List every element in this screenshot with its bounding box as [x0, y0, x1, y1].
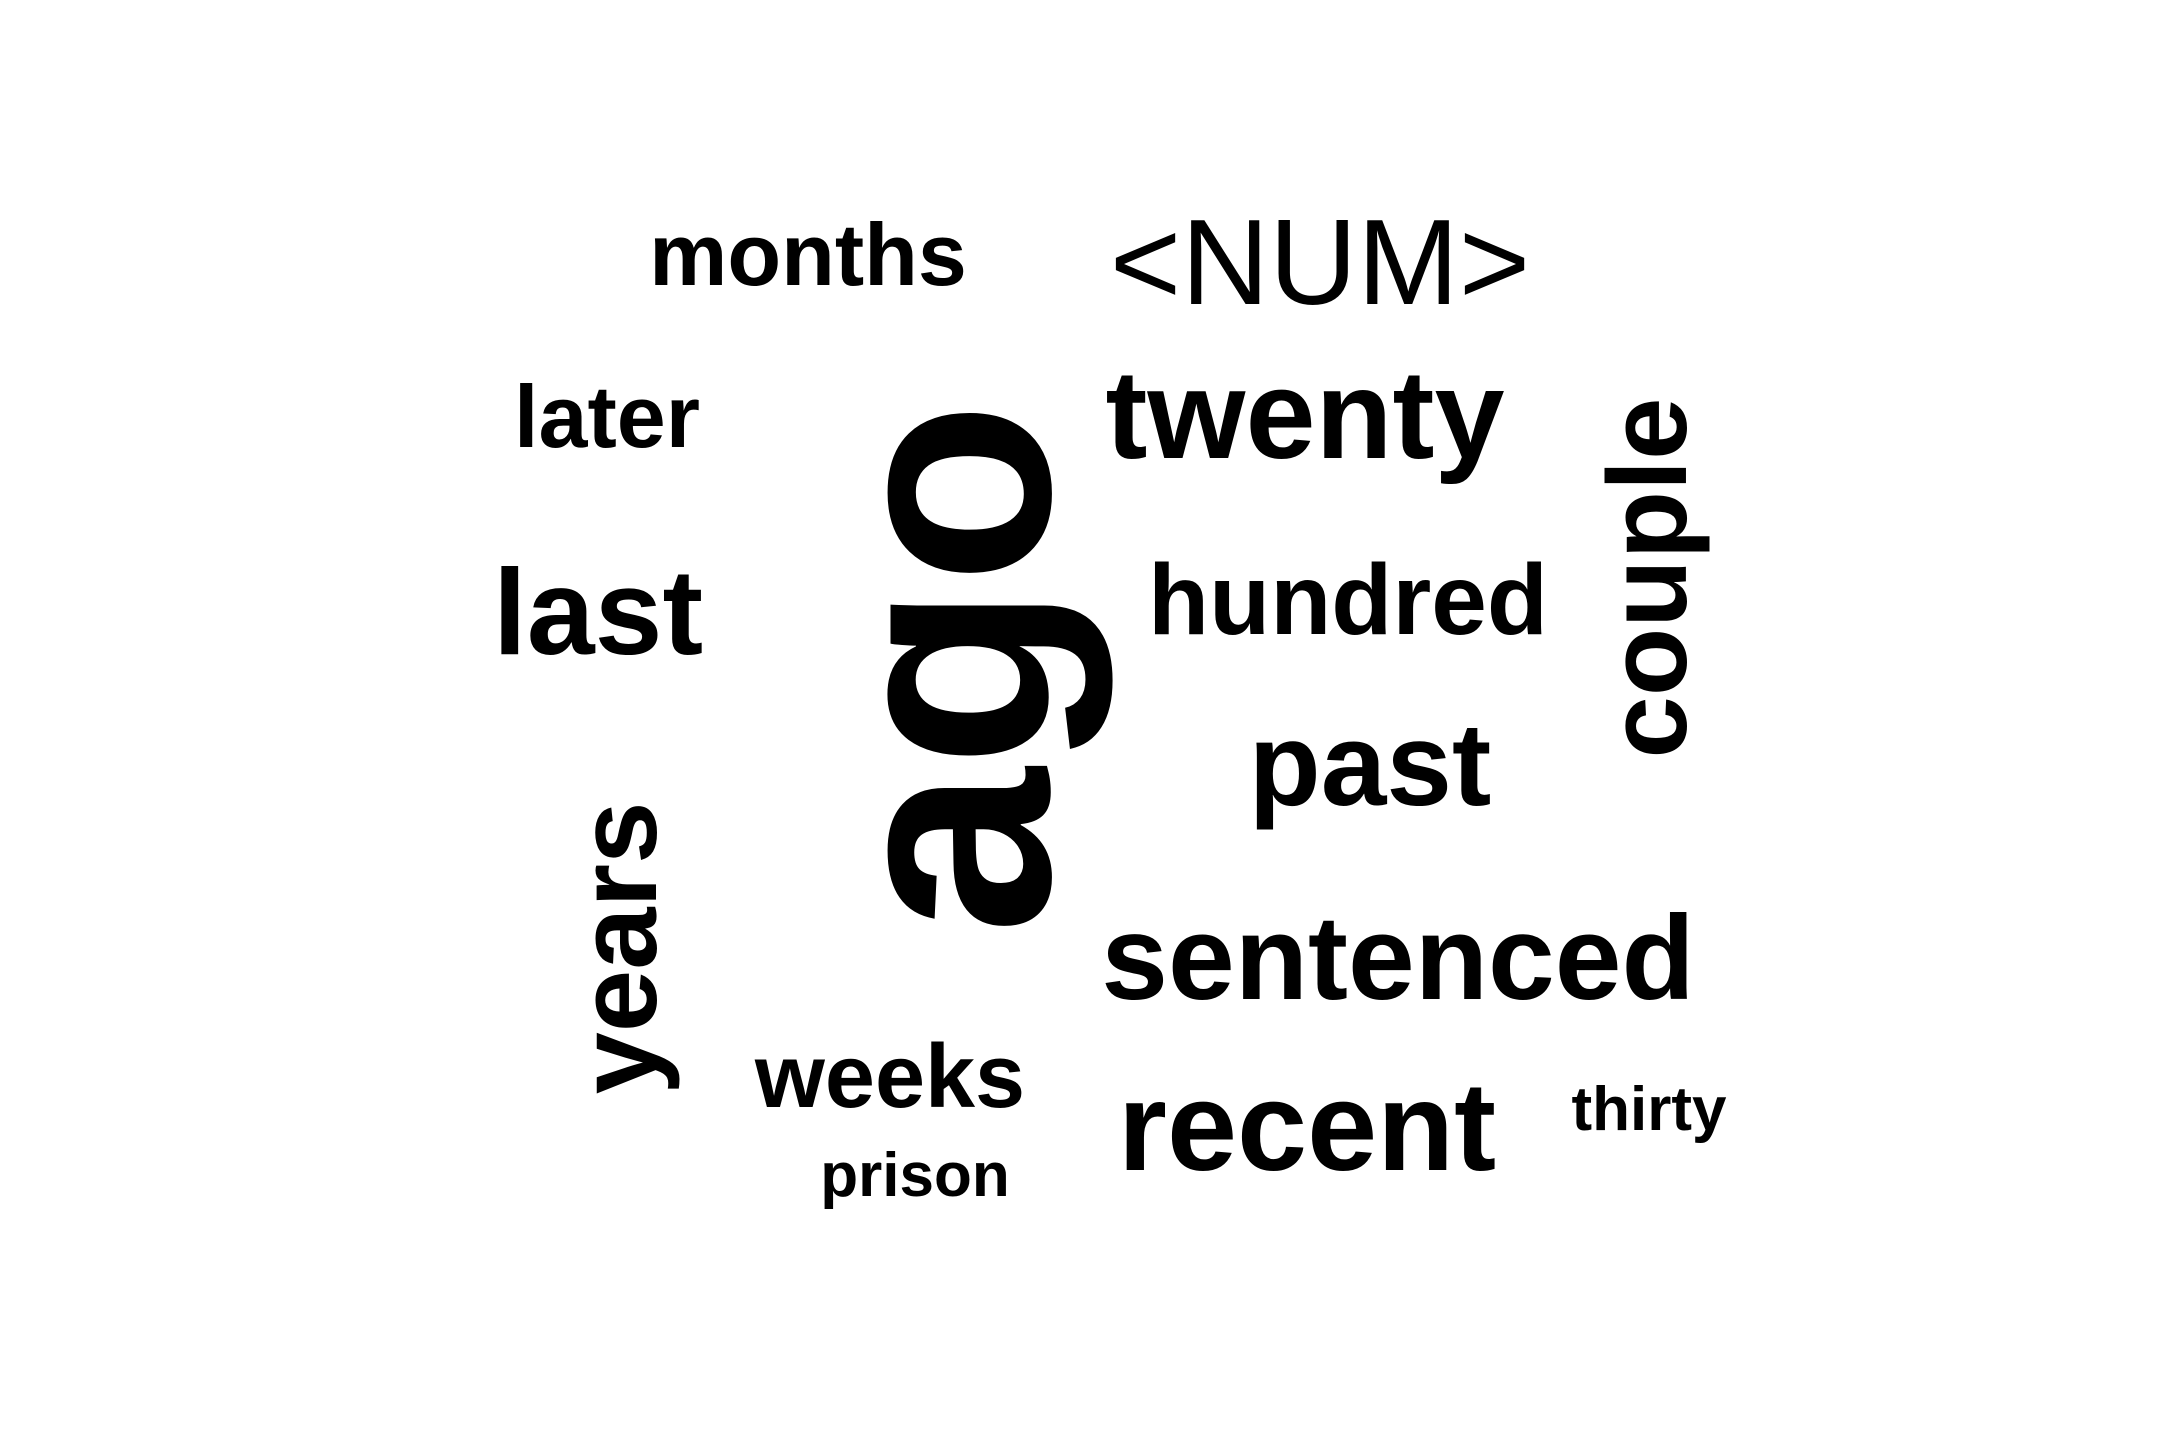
- word-months: months: [649, 205, 967, 304]
- word-recent: recent: [1117, 1056, 1497, 1197]
- word-past: past: [1248, 699, 1492, 831]
- word-couple: couple: [1585, 397, 1710, 759]
- word-twenty: twenty: [1105, 344, 1505, 485]
- word-thirty: thirty: [1571, 1075, 1727, 1144]
- word-ago: ago: [777, 401, 1113, 935]
- word-years: years: [555, 801, 680, 1095]
- word-sentenced: sentenced: [1101, 891, 1695, 1025]
- word-later: later: [514, 367, 700, 466]
- word-prison: prison: [820, 1141, 1010, 1210]
- word-last: last: [492, 544, 704, 680]
- word-num: <NUM>: [1109, 194, 1531, 330]
- word-hundred: hundred: [1148, 544, 1548, 656]
- word-weeks: weeks: [754, 1027, 1026, 1127]
